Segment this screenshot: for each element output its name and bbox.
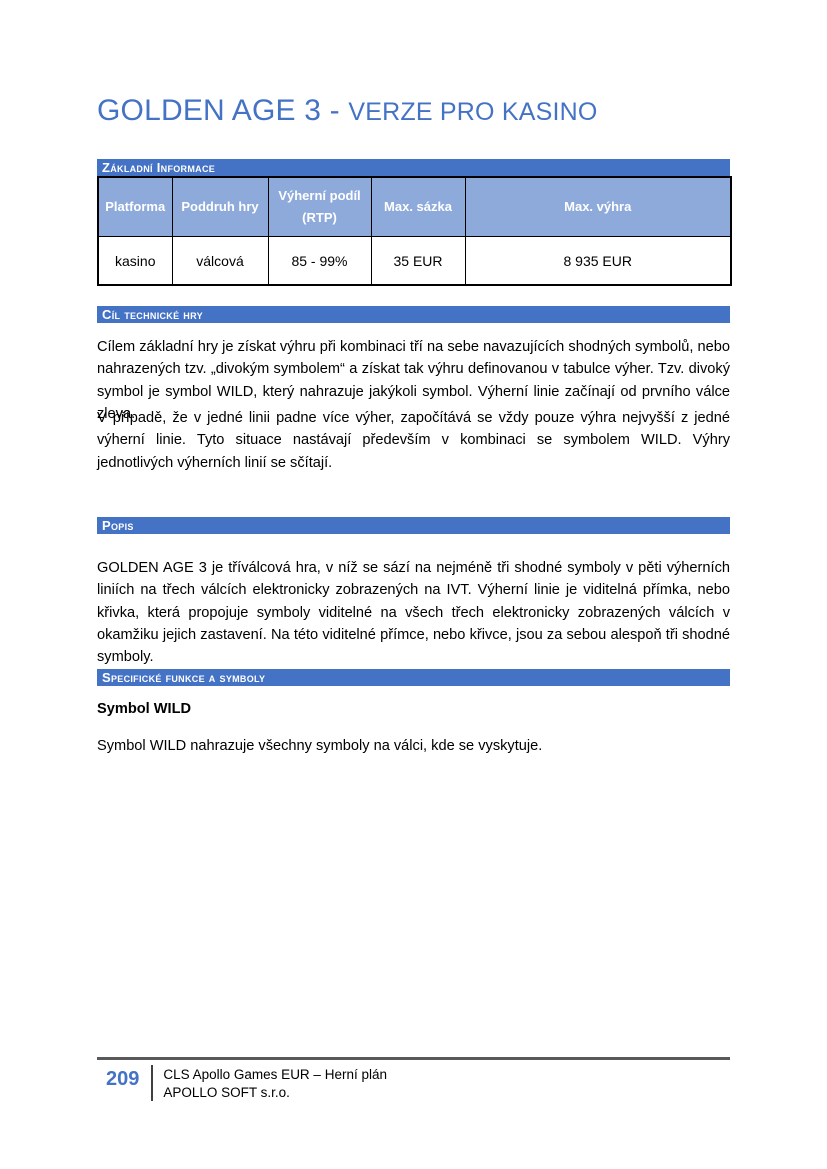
- basic-info-table: Platforma Poddruh hry Výherní podíl (RTP…: [97, 176, 732, 286]
- section-header-description: Popis: [97, 517, 730, 534]
- section-header-specific-functions: Specifické funkce a symboly: [97, 669, 730, 686]
- table-header-vyherni-podil: Výherní podíl (RTP): [267, 176, 372, 237]
- table-cell-poddruh-hry: válcová: [171, 236, 269, 286]
- footer-rule: [97, 1057, 730, 1060]
- footer-doc-line-2: APOLLO SOFT s.r.o.: [163, 1084, 290, 1100]
- table-cell-max-vyhra: 8 935 EUR: [464, 236, 732, 286]
- table-header-platforma: Platforma: [97, 176, 173, 237]
- footer-doc-line-1: CLS Apollo Games EUR – Herní plán: [163, 1067, 387, 1082]
- symbol-wild-text: Symbol WILD nahrazuje všechny symboly na…: [97, 738, 543, 754]
- table-cell-vyherni-podil: 85 - 99%: [267, 236, 372, 286]
- page-title-subtitle: VERZE PRO KASINO: [348, 98, 598, 126]
- goal-paragraph-1: Cílem základní hry je získat výhru při k…: [97, 339, 730, 422]
- symbol-wild-heading: Symbol WILD: [97, 701, 192, 717]
- footer-divider: [151, 1065, 154, 1101]
- footer-doc-info: CLS Apollo Games EUR – Herní plán APOLLO…: [163, 1065, 387, 1101]
- page-title: GOLDEN AGE 3 - VERZE PRO KASINO: [97, 94, 757, 128]
- table-cell-max-sazka: 35 EUR: [370, 236, 466, 286]
- page-number: 209: [106, 1068, 140, 1090]
- table-header-max-vyhra: Max. výhra: [464, 176, 732, 237]
- page-title-main: GOLDEN AGE 3 -: [97, 94, 340, 127]
- table-header-max-sazka: Max. sázka: [370, 176, 466, 237]
- table-cell-platforma: kasino: [97, 236, 173, 286]
- description-paragraph: GOLDEN AGE 3 je tříválcová hra, v níž se…: [97, 560, 730, 666]
- section-header-basic-info: Základní Informace: [97, 159, 730, 176]
- table-header-poddruh-hry: Poddruh hry: [171, 176, 269, 237]
- table-header-row: Platforma Poddruh hry Výherní podíl (RTP…: [97, 176, 732, 237]
- footer: 209 CLS Apollo Games EUR – Herní plán AP…: [106, 1065, 387, 1101]
- table-row: kasino válcová 85 - 99% 35 EUR 8 935 EUR: [97, 236, 732, 286]
- section-header-goal: Cíl technické hry: [97, 306, 730, 323]
- goal-paragraph-2: V případě, že v jedné linii padne více v…: [97, 410, 730, 471]
